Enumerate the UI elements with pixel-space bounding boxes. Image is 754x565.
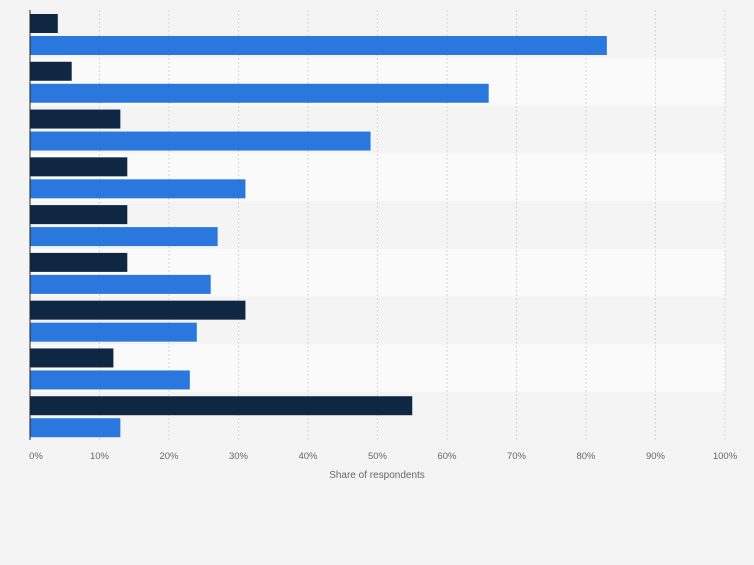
x-tick-label: 0% [29, 451, 43, 462]
bar-blue [30, 274, 211, 294]
x-tick-label: 100% [713, 451, 738, 462]
bar-blue [30, 36, 607, 55]
bar-dark [30, 14, 58, 33]
bar-dark [30, 205, 128, 225]
bars [30, 14, 607, 438]
bar-dark [30, 61, 72, 81]
bar-dark [30, 300, 246, 320]
bar-blue [30, 83, 489, 103]
bar-blue [30, 418, 121, 438]
bar-blue [30, 322, 197, 342]
x-tick-labels: 0% 10% 20% 30% 40% 50% 60% 70% 80% 90% 100% [29, 451, 738, 462]
x-tick-label: 20% [159, 451, 179, 462]
x-tick-label: 80% [576, 451, 596, 462]
bar-dark [30, 157, 128, 177]
bar-blue [30, 179, 246, 199]
x-tick-label: 40% [298, 451, 318, 462]
bar-blue [30, 131, 371, 151]
bar-blue [30, 370, 190, 390]
x-tick-label: 30% [229, 451, 249, 462]
x-tick-label: 50% [368, 451, 388, 462]
bar-blue [30, 227, 218, 247]
bar-dark [30, 348, 114, 368]
bar-dark [30, 109, 121, 129]
x-axis-label: Share of respondents [329, 470, 425, 481]
bar-dark [30, 252, 128, 272]
x-tick-label: 70% [507, 451, 527, 462]
x-tick-label: 90% [646, 451, 666, 462]
x-tick-label: 60% [437, 451, 457, 462]
x-tick-label: 10% [90, 451, 110, 462]
bar-dark [30, 396, 413, 416]
